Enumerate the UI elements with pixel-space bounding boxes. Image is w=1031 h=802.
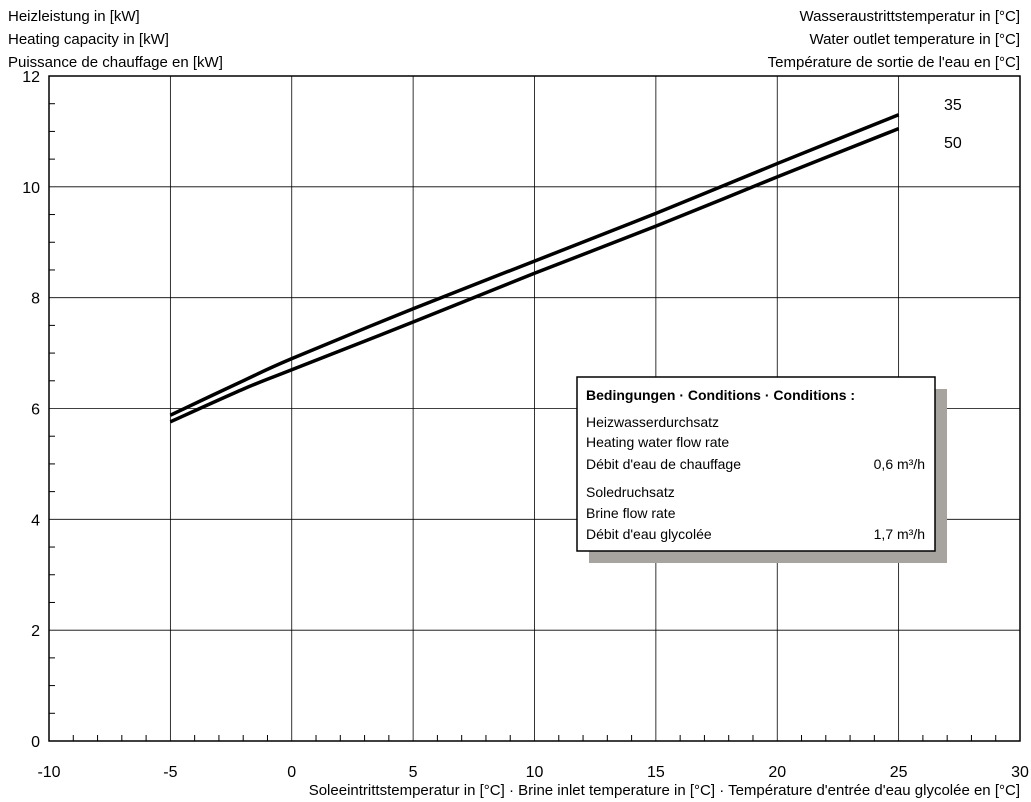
series-label-50: 50	[944, 135, 962, 152]
legend-title-line-1: Wasseraustrittstemperatur in [°C]	[799, 8, 1020, 25]
y-tick-label: 6	[31, 402, 40, 419]
xlabel: Soleeintrittstemperatur in [°C] · Brine …	[309, 782, 1020, 799]
x-tick-label: -5	[163, 764, 177, 781]
heating-flow-line-3: Débit d'eau de chauffage	[586, 456, 741, 472]
legend-title-line-3: Température de sortie de l'eau en [°C]	[768, 54, 1020, 71]
y-tick-label: 4	[31, 512, 40, 529]
y-tick-label: 12	[22, 69, 40, 86]
x-tick-label: 10	[526, 764, 544, 781]
tick-labels: -10 -5 0 5 10 15 20 25 30 0 2 4 6 8 10 12	[22, 69, 1029, 781]
y-tick-label: 0	[31, 734, 40, 751]
brine-flow-value: 1,7 m³/h	[874, 526, 925, 542]
x-tick-label: 20	[768, 764, 786, 781]
ylabel-line-1: Heizleistung in [kW]	[8, 8, 140, 25]
x-tick-label: 25	[890, 764, 908, 781]
heating-flow-line-2: Heating water flow rate	[586, 434, 729, 450]
x-tick-label: -10	[37, 764, 60, 781]
conditions-title: Bedingungen · Conditions · Conditions :	[586, 387, 855, 403]
brine-flow-line-3: Débit d'eau glycolée	[586, 526, 712, 542]
series-lines	[169, 113, 900, 424]
brine-flow-line-1: Soledruchsatz	[586, 484, 675, 500]
x-tick-label: 0	[287, 764, 296, 781]
ylabel-line-3: Puissance de chauffage en [kW]	[8, 54, 223, 71]
minor-ticks	[49, 103, 997, 741]
x-tick-label: 15	[647, 764, 665, 781]
y-tick-label: 8	[31, 291, 40, 308]
plot-frame	[48, 75, 1021, 742]
brine-flow-line-2: Brine flow rate	[586, 505, 676, 521]
y-tick-label: 10	[22, 180, 40, 197]
x-tick-label: 30	[1011, 764, 1029, 781]
conditions-box: Bedingungen · Conditions · Conditions : …	[576, 376, 947, 563]
series-line-35	[169, 113, 900, 417]
heating-flow-line-1: Heizwasserdurchsatz	[586, 414, 719, 430]
legend-title-line-2: Water outlet temperature in [°C]	[809, 31, 1020, 48]
ylabel-line-2: Heating capacity in [kW]	[8, 31, 169, 48]
series-line-50	[169, 127, 900, 424]
heating-flow-value: 0,6 m³/h	[874, 456, 925, 472]
conditions-box-panel	[576, 376, 936, 552]
y-tick-label: 2	[31, 623, 40, 640]
series-label-35: 35	[944, 97, 962, 114]
x-tick-label: 5	[409, 764, 418, 781]
